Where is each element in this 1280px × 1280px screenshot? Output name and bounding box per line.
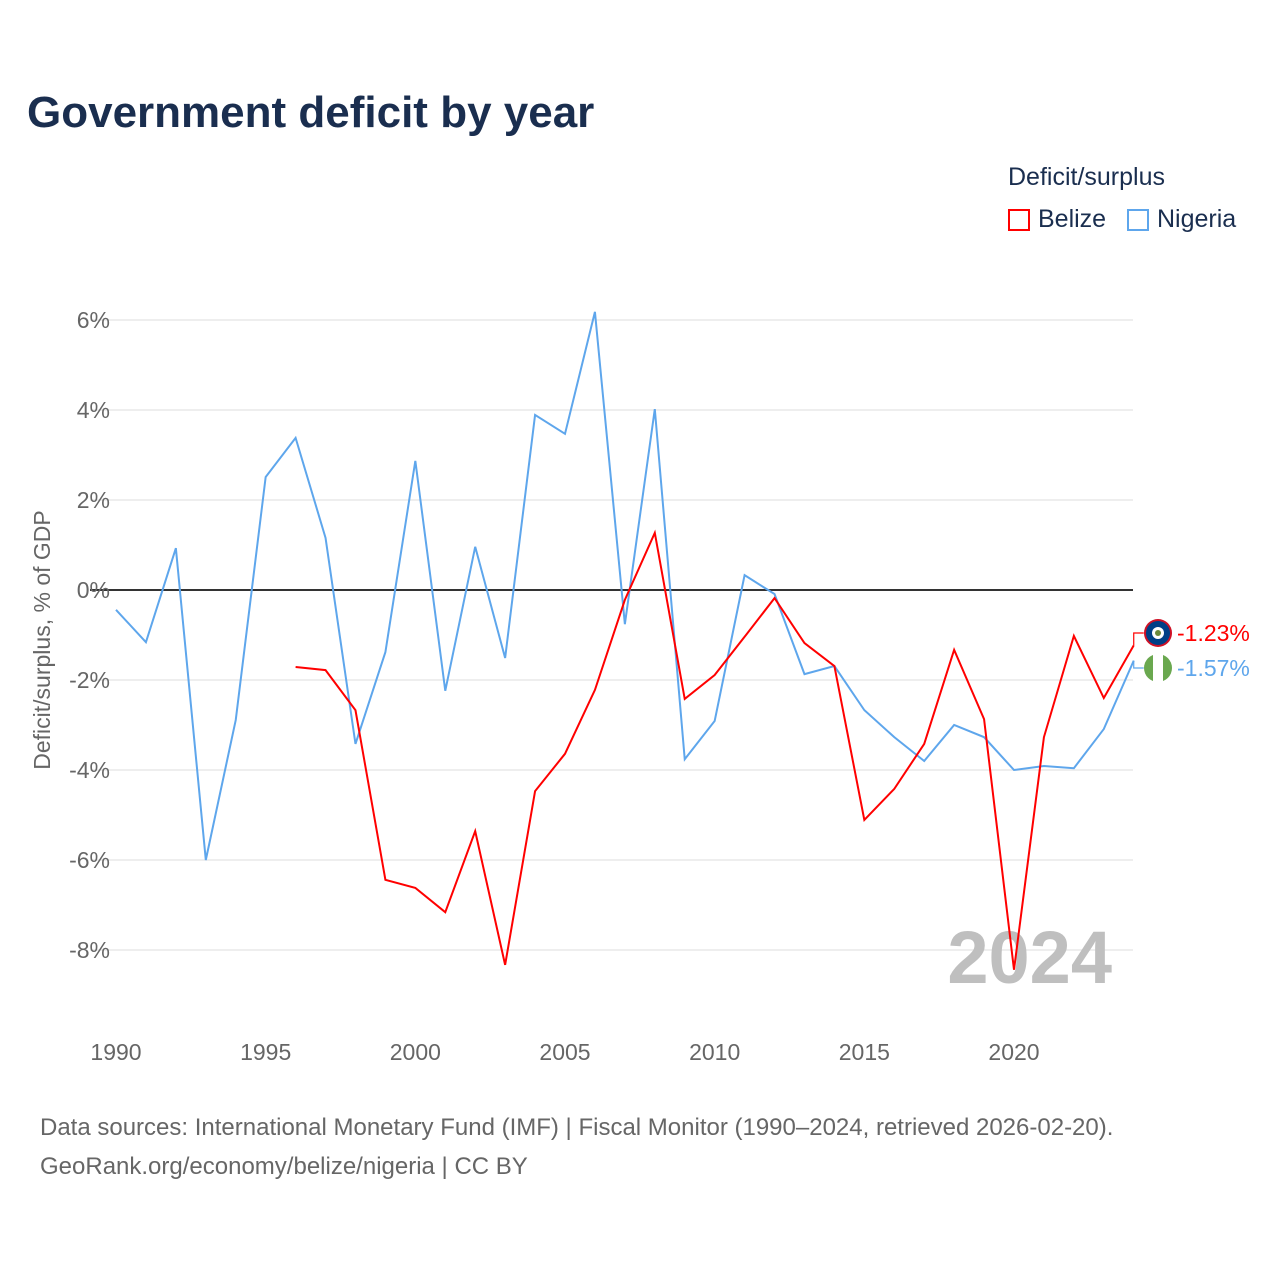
end-value-label-belize: -1.23% bbox=[1177, 620, 1250, 646]
source-line-2: GeoRank.org/economy/belize/nigeria | CC … bbox=[40, 1153, 528, 1180]
end-connector-belize bbox=[1133, 632, 1144, 646]
legend-label-belize: Belize bbox=[1038, 205, 1107, 233]
y-tick-label: -8% bbox=[69, 937, 110, 963]
legend-title: Deficit/surplus bbox=[1008, 163, 1165, 191]
series-line-belize[interactable] bbox=[295, 529, 1135, 970]
legend-swatch-belize bbox=[1008, 208, 1030, 231]
x-tick-label: 2015 bbox=[839, 1039, 890, 1065]
x-tick-label: 2005 bbox=[539, 1039, 590, 1065]
x-tick-label: 2010 bbox=[689, 1039, 740, 1065]
end-value-label-nigeria: -1.57% bbox=[1177, 655, 1250, 681]
y-tick-label: 6% bbox=[77, 307, 110, 333]
x-tick-label: 2000 bbox=[390, 1039, 441, 1065]
x-tick-label: 1990 bbox=[90, 1039, 141, 1065]
flag-icon-nigeria bbox=[1144, 654, 1172, 682]
chart-title: Government deficit by year bbox=[27, 88, 595, 137]
y-tick-label: 0% bbox=[77, 577, 110, 603]
y-tick-label: 2% bbox=[77, 487, 110, 513]
y-axis-label: Deficit/surplus, % of GDP bbox=[29, 510, 55, 769]
series-line-nigeria[interactable] bbox=[115, 311, 1135, 861]
y-tick-label: -2% bbox=[69, 667, 110, 693]
legend-item-nigeria[interactable]: Nigeria bbox=[1127, 205, 1236, 234]
x-tick-label: 2020 bbox=[988, 1039, 1039, 1065]
x-tick-label: 1995 bbox=[240, 1039, 291, 1065]
legend-label-nigeria: Nigeria bbox=[1157, 205, 1237, 233]
source-line-1: Data sources: International Monetary Fun… bbox=[40, 1114, 1114, 1141]
legend-item-belize[interactable]: Belize bbox=[1008, 205, 1106, 234]
source-note: Data sources: International Monetary Fun… bbox=[40, 1108, 1113, 1186]
y-tick-label: -4% bbox=[69, 757, 110, 783]
year-watermark: 2024 bbox=[947, 916, 1112, 999]
y-tick-label: 4% bbox=[77, 397, 110, 423]
legend-swatch-nigeria bbox=[1127, 208, 1149, 231]
y-tick-label: -6% bbox=[69, 847, 110, 873]
flag-icon-belize bbox=[1144, 619, 1172, 647]
end-connector-nigeria bbox=[1133, 660, 1144, 669]
